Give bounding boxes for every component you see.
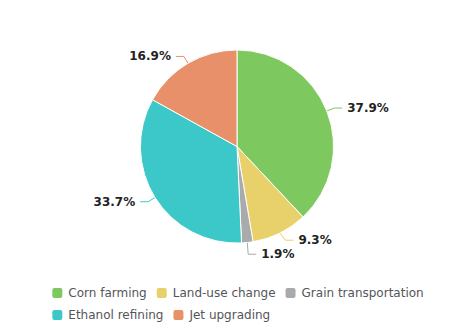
svg-text:9.3%: 9.3% (298, 233, 331, 247)
svg-text:Grain transportation: Grain transportation (302, 286, 424, 300)
svg-text:Land-use change: Land-use change (173, 286, 276, 300)
svg-text:1.9%: 1.9% (261, 247, 294, 261)
svg-text:Corn farming: Corn farming (68, 286, 146, 300)
svg-text:33.7%: 33.7% (94, 195, 136, 209)
svg-text:37.9%: 37.9% (347, 101, 389, 115)
svg-text:16.9%: 16.9% (129, 49, 171, 63)
svg-text:Ethanol refining: Ethanol refining (68, 308, 163, 322)
svg-text:Jet upgrading: Jet upgrading (188, 308, 270, 322)
